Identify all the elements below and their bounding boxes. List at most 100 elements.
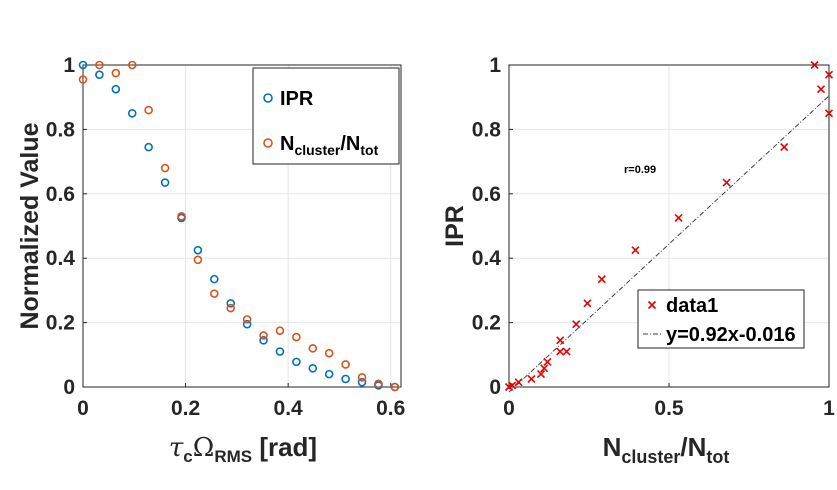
data-point-ipr <box>210 274 219 284</box>
data-point-ncluster-ntot <box>177 212 186 221</box>
data-point-data1 <box>572 320 581 329</box>
right-legend: data1 y=0.92x-0.016 <box>637 289 805 349</box>
x-marker-stroke <box>536 370 546 379</box>
data-point-ncluster-ntot <box>78 75 88 84</box>
data-point-data1 <box>540 364 549 373</box>
x-tick-label: 1 <box>823 397 835 420</box>
y-tick-label: 0.4 <box>46 247 76 270</box>
data-point-ipr <box>275 347 285 356</box>
data-point-data1 <box>536 370 546 379</box>
x-marker-stroke <box>543 357 552 366</box>
legend-data1-marker <box>647 300 657 310</box>
x-marker-stroke <box>556 336 565 345</box>
data-point-ncluster-ntot <box>226 303 236 313</box>
data-point-ncluster-ntot <box>292 332 301 342</box>
data-point-data1 <box>780 143 789 152</box>
x-marker-stroke <box>824 109 834 118</box>
y-tick-label: 1 <box>63 54 75 77</box>
x-marker-stroke <box>780 143 789 152</box>
data-point-ncluster-ntot <box>324 348 334 358</box>
left-points <box>78 60 400 392</box>
data-point-ncluster-ntot <box>259 331 268 340</box>
correlation-annotation: r=0.99 <box>624 164 656 176</box>
y-tick-label: 0.8 <box>46 118 76 141</box>
data-point-ipr <box>341 374 350 384</box>
y-tick-label: 0 <box>63 376 75 399</box>
data-point-data1 <box>543 357 552 366</box>
left-chart: 0 0.2 0.4 0.6 0 0.2 0.4 0.6 0.8 1 Normalized Valu… <box>16 54 405 466</box>
data-point-data1 <box>508 381 517 390</box>
data-point-ipr <box>160 178 170 187</box>
data-point-ncluster-ntot <box>374 379 383 389</box>
x-marker-stroke <box>514 378 523 387</box>
x-marker-stroke <box>824 70 834 79</box>
data-point-ncluster-ntot <box>275 326 285 335</box>
y-tick-label: 0.4 <box>472 247 502 270</box>
x-tick-label: 0.4 <box>274 397 304 420</box>
x-marker-stroke <box>631 246 640 255</box>
right-ticks: 0 0.5 1 0 0.2 0.4 0.6 0.8 1 <box>472 54 835 420</box>
x-marker-stroke <box>527 374 536 384</box>
left-legend-box <box>252 67 400 165</box>
legend-ipr-marker <box>263 93 273 103</box>
data-point-ncluster-ntot <box>160 163 170 173</box>
legend-ncluster-marker <box>263 138 273 148</box>
data-point-ncluster-ntot <box>144 105 153 115</box>
right-x-axis-label: Ncluster/Ntot <box>603 432 730 467</box>
data-point-ipr <box>292 357 301 367</box>
data-point-ncluster-ntot <box>341 360 350 369</box>
data-point-ipr <box>324 369 334 379</box>
x-marker-stroke <box>810 60 819 70</box>
data-point-ipr <box>95 70 104 79</box>
data-point-data1 <box>562 347 571 356</box>
data-point-ipr <box>144 142 153 152</box>
y-tick-label: 1 <box>489 54 501 77</box>
x-marker-stroke <box>508 381 517 390</box>
y-tick-label: 0.8 <box>472 118 502 141</box>
y-tick-label: 0.6 <box>472 183 501 206</box>
data-point-ipr <box>111 84 121 94</box>
x-marker-stroke <box>722 178 731 187</box>
x-tick-label: 0.2 <box>171 397 200 420</box>
data-point-ncluster-ntot <box>127 60 137 70</box>
data-point-ncluster-ntot <box>357 373 367 382</box>
data-point-ipr <box>259 336 268 345</box>
right-points <box>504 60 834 392</box>
data-point-data1 <box>583 299 592 308</box>
left-legend: IPR Ncluster/Ntot <box>252 67 400 165</box>
x-marker-stroke <box>562 347 571 356</box>
data-point-ipr <box>193 245 203 255</box>
data-point-data1 <box>810 60 819 70</box>
data-point-ncluster-ntot <box>111 68 121 78</box>
data-point-ncluster-ntot <box>193 255 203 265</box>
data-point-data1 <box>514 378 523 387</box>
data-point-ncluster-ntot <box>210 289 219 298</box>
legend-data1-label: data1 <box>666 295 718 317</box>
x-marker-stroke <box>583 299 592 308</box>
left-y-axis-label: Normalized Value <box>16 122 44 329</box>
data-point-data1 <box>722 178 731 187</box>
data-point-data1 <box>597 275 606 284</box>
legend-fit-label: y=0.92x-0.016 <box>666 324 796 346</box>
data-point-data1 <box>824 70 834 79</box>
data-point-data1 <box>556 336 565 345</box>
x-marker-stroke <box>647 300 657 310</box>
x-marker-stroke <box>816 85 826 94</box>
legend-ipr-label: IPR <box>280 88 314 110</box>
data-point-data1 <box>816 85 826 94</box>
y-tick-label: 0.6 <box>46 183 75 206</box>
data-point-data1 <box>631 246 640 255</box>
y-tick-label: 0.2 <box>46 312 75 335</box>
data-point-data1 <box>674 213 683 223</box>
data-point-ipr <box>127 109 137 118</box>
data-point-ipr <box>308 364 318 373</box>
x-tick-label: 0.5 <box>654 397 684 420</box>
right-y-axis-label: IPR <box>441 205 469 247</box>
data-point-ncluster-ntot <box>390 382 400 392</box>
data-point-data1 <box>556 347 565 356</box>
data-point-ipr <box>78 60 88 70</box>
left-axes-box <box>82 64 402 388</box>
y-tick-label: 0.2 <box>472 312 501 335</box>
left-ticks: 0 0.2 0.4 0.6 0 0.2 0.4 0.6 0.8 1 <box>46 54 406 420</box>
